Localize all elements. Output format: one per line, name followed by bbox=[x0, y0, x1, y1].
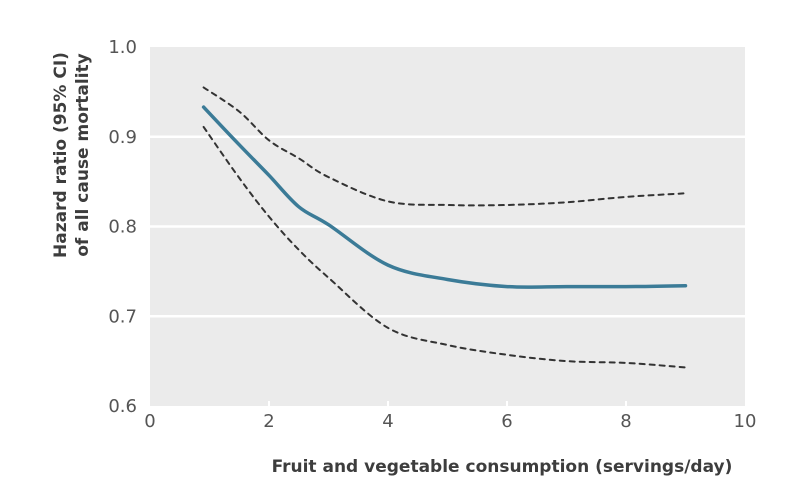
series-upper-ci-line bbox=[202, 86, 687, 207]
x-axis-ticks: 0 2 4 6 8 10 bbox=[144, 411, 756, 432]
series-layer bbox=[201, 86, 688, 369]
y-tick-label: 0.6 bbox=[108, 396, 137, 417]
series-hazard-ratio-line bbox=[201, 105, 688, 289]
x-tick-label: 6 bbox=[501, 411, 512, 432]
y-axis-ticks: 0.6 0.7 0.8 0.9 1.0 bbox=[108, 37, 137, 417]
x-tick-label: 4 bbox=[382, 411, 393, 432]
y-axis-title-line-2: of all cause mortality bbox=[73, 53, 93, 257]
x-tick-label: 8 bbox=[620, 411, 631, 432]
series-lower-ci-line bbox=[202, 125, 687, 369]
x-tick-label: 10 bbox=[734, 411, 757, 432]
y-axis-title: Hazard ratio (95% CI) of all cause morta… bbox=[51, 52, 93, 258]
y-axis-title-line-1: Hazard ratio (95% CI) bbox=[51, 52, 71, 258]
x-tick-label: 2 bbox=[263, 411, 274, 432]
y-tick-label: 0.8 bbox=[108, 217, 137, 238]
x-tick-label: 0 bbox=[144, 411, 155, 432]
y-tick-label: 0.7 bbox=[108, 306, 137, 327]
gridlines bbox=[150, 135, 745, 406]
y-tick-label: 0.9 bbox=[108, 127, 137, 148]
y-tick-label: 1.0 bbox=[108, 37, 137, 58]
x-axis-title: Fruit and vegetable consumption (serving… bbox=[272, 457, 733, 477]
